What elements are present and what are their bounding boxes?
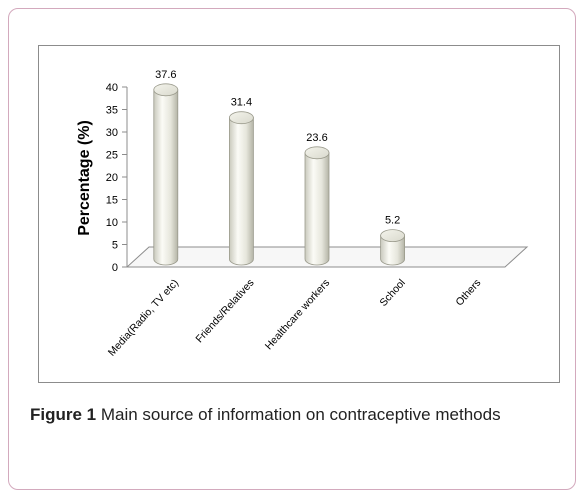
bar-top (228, 111, 254, 125)
bar-chart: 0 5 10 15 20 25 30 35 40 37.6 Media(Radio, TV etc… (76, 69, 529, 359)
y-tick-label: 15 (106, 195, 118, 207)
y-tick-label: 20 (106, 172, 118, 184)
y-axis-title: Percentage (%) (76, 120, 93, 236)
data-label: 23.6 (306, 132, 327, 144)
bar-top (380, 229, 406, 243)
y-tick-label: 0 (112, 262, 118, 274)
figure-label: Figure 1 (30, 405, 97, 424)
bar-body (304, 152, 330, 266)
y-axis: 0 5 10 15 20 25 30 35 40 (106, 82, 128, 274)
x-category-label: Others (453, 277, 483, 308)
bar (304, 146, 330, 266)
y-tick-label: 10 (106, 217, 118, 229)
x-category-label: Healthcare workers (263, 277, 332, 352)
data-label: 31.4 (231, 97, 252, 109)
bar (228, 111, 254, 266)
x-category-label: School (377, 277, 407, 309)
y-tick-label: 25 (106, 150, 118, 162)
bars-group (153, 83, 406, 266)
data-label: 5.2 (385, 215, 400, 227)
x-category-label: Media(Radio, TV etc) (106, 277, 181, 359)
y-tick-label: 5 (112, 240, 118, 252)
bar-top (304, 146, 330, 160)
y-tick-label: 40 (106, 82, 118, 94)
bar-body (153, 89, 179, 266)
bar (380, 229, 406, 266)
y-tick-label: 30 (106, 127, 118, 139)
chart-area (38, 45, 560, 383)
bar-top (153, 83, 179, 97)
figure-caption: Figure 1 Main source of information on c… (30, 402, 566, 428)
bar-body (380, 235, 405, 266)
data-label: 37.6 (155, 69, 176, 81)
y-tick-label: 35 (106, 105, 118, 117)
figure-caption-text: Main source of information on contracept… (100, 405, 501, 424)
x-category-label: Friends/Relatives (193, 277, 256, 345)
bar-body (229, 117, 254, 266)
bar (153, 83, 179, 266)
